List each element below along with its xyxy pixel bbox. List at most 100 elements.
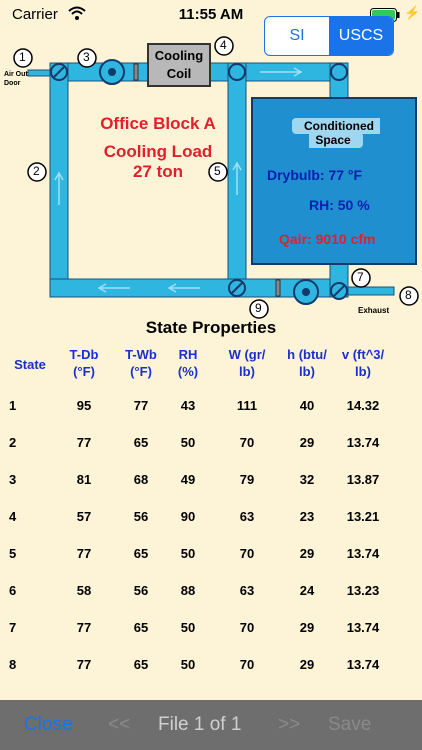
table-cell: 40 — [299, 398, 315, 413]
table-cell: 77 — [76, 546, 92, 561]
coil-label-line1: Cooling — [154, 48, 204, 63]
flow-arrow-top — [260, 67, 303, 77]
table-cell: 50 — [180, 657, 196, 672]
close-button[interactable]: Close — [24, 714, 73, 735]
node-5-label: 5 — [214, 164, 221, 178]
node-9-label: 9 — [255, 301, 262, 315]
table-cell: 32 — [299, 472, 315, 487]
table-cell: 90 — [180, 509, 196, 524]
table-header-line: (%) — [177, 364, 199, 379]
table-cell: 29 — [299, 546, 315, 561]
air-outdoor-label: Air Out Door — [4, 71, 28, 87]
table-cell: 57 — [76, 509, 92, 524]
table-cell: 29 — [299, 620, 315, 635]
table-cell: 4 — [9, 509, 17, 524]
table-cell: 6 — [9, 583, 17, 598]
table-cell: 70 — [239, 546, 255, 561]
table-cell: 111 — [236, 398, 258, 413]
table-header-3: RH (%) — [158, 346, 218, 380]
table-cell: 29 — [299, 435, 315, 450]
flow-arrow-middle — [232, 161, 242, 195]
table-cell: 13.23 — [346, 583, 380, 598]
table-cell: 3 — [9, 472, 17, 487]
node-1-label: 1 — [19, 50, 26, 64]
table-cell: 49 — [180, 472, 196, 487]
table-cell: 50 — [180, 620, 196, 635]
table-cell: 70 — [239, 620, 255, 635]
node-2-label: 2 — [33, 164, 40, 178]
units-si-option[interactable]: SI — [289, 27, 305, 44]
table-header-line: lb) — [239, 364, 255, 379]
table-header-line: lb) — [355, 364, 371, 379]
units-segmented-control[interactable]: SI USCS — [264, 16, 394, 56]
table-header-line: v (ft^3/ — [341, 347, 385, 362]
node-7-label: 7 — [357, 270, 364, 284]
node-8-label: 8 — [405, 288, 412, 302]
units-uscs-option[interactable]: USCS — [329, 17, 393, 55]
table-header-2: T-Wb (°F) — [111, 346, 171, 380]
table-cell: 2 — [9, 435, 17, 450]
table-cell: 13.21 — [346, 509, 380, 524]
rh-value: RH: 50 % — [309, 197, 370, 213]
drybulb-value: Drybulb: 77 °F — [267, 167, 363, 183]
charging-icon: ⚡ — [404, 5, 421, 20]
table-cell: 43 — [180, 398, 196, 413]
bottom-toolbar: Close << File 1 of 1 >> Save — [0, 700, 422, 750]
qair-value: Qair: 9010 cfm — [279, 231, 376, 247]
clock: 11:55 AM — [178, 6, 244, 23]
save-button[interactable]: Save — [328, 714, 372, 735]
table-cell: 77 — [76, 620, 92, 635]
conditioned-space-label: Conditioned Space — [253, 118, 419, 148]
damper-6 — [330, 63, 348, 81]
table-cell: 14.32 — [346, 398, 380, 413]
space-label-line2: Space — [309, 132, 357, 148]
node-4-label: 4 — [220, 38, 227, 52]
table-header-line: lb) — [299, 364, 315, 379]
table-header-line: (°F) — [73, 364, 95, 379]
file-indicator: File 1 of 1 — [158, 714, 242, 735]
status-bar: Carrier 11:55 AM ⚡ — [0, 0, 422, 30]
table-cell: 81 — [76, 472, 92, 487]
filter-1 — [133, 63, 139, 81]
table-header-line: State — [14, 357, 46, 372]
table-cell: 65 — [133, 435, 149, 450]
table-cell: 56 — [133, 583, 149, 598]
table-cell: 58 — [76, 583, 92, 598]
table-cell: 79 — [239, 472, 255, 487]
table-cell: 70 — [239, 657, 255, 672]
table-cell: 88 — [180, 583, 196, 598]
table-cell: 70 — [239, 435, 255, 450]
table-cell: 77 — [133, 398, 149, 413]
filter-2 — [275, 279, 281, 297]
table-cell: 23 — [299, 509, 315, 524]
table-cell: 68 — [133, 472, 149, 487]
prev-file-button[interactable]: << — [108, 714, 131, 735]
table-cell: 65 — [133, 620, 149, 635]
flow-arrow-left — [54, 171, 64, 205]
table-cell: 95 — [76, 398, 92, 413]
table-header-line: (°F) — [130, 364, 152, 379]
node-3-label: 3 — [83, 50, 90, 64]
next-file-button[interactable]: >> — [278, 714, 301, 735]
table-cell: 13.87 — [346, 472, 380, 487]
table-cell: 77 — [76, 435, 92, 450]
conditioned-space-box: Conditioned Space Drybulb: 77 °F RH: 50 %… — [251, 97, 417, 265]
table-cell: 1 — [9, 398, 17, 413]
table-header-line: h (btu/ — [287, 347, 327, 362]
coil-label-line2: Coil — [166, 66, 192, 81]
table-header-1: T-Db (°F) — [54, 346, 114, 380]
table-cell: 13.74 — [346, 546, 380, 561]
space-label-line1: Conditioned — [298, 118, 380, 134]
table-header-6: v (ft^3/lb) — [333, 346, 393, 380]
table-header-line: T-Db — [69, 347, 99, 362]
exhaust-label: Exhaust — [358, 306, 390, 315]
flow-arrow-bottom-mid — [167, 283, 200, 293]
flow-arrow-bottom-left — [97, 283, 130, 293]
table-cell: 13.74 — [346, 620, 380, 635]
carrier-label: Carrier — [12, 6, 58, 23]
table-header-5: h (btu/lb) — [277, 346, 337, 380]
table-cell: 50 — [180, 546, 196, 561]
duct-top-left — [49, 62, 241, 82]
office-title: Office Block A — [100, 114, 216, 133]
cooling-coil — [147, 43, 211, 87]
